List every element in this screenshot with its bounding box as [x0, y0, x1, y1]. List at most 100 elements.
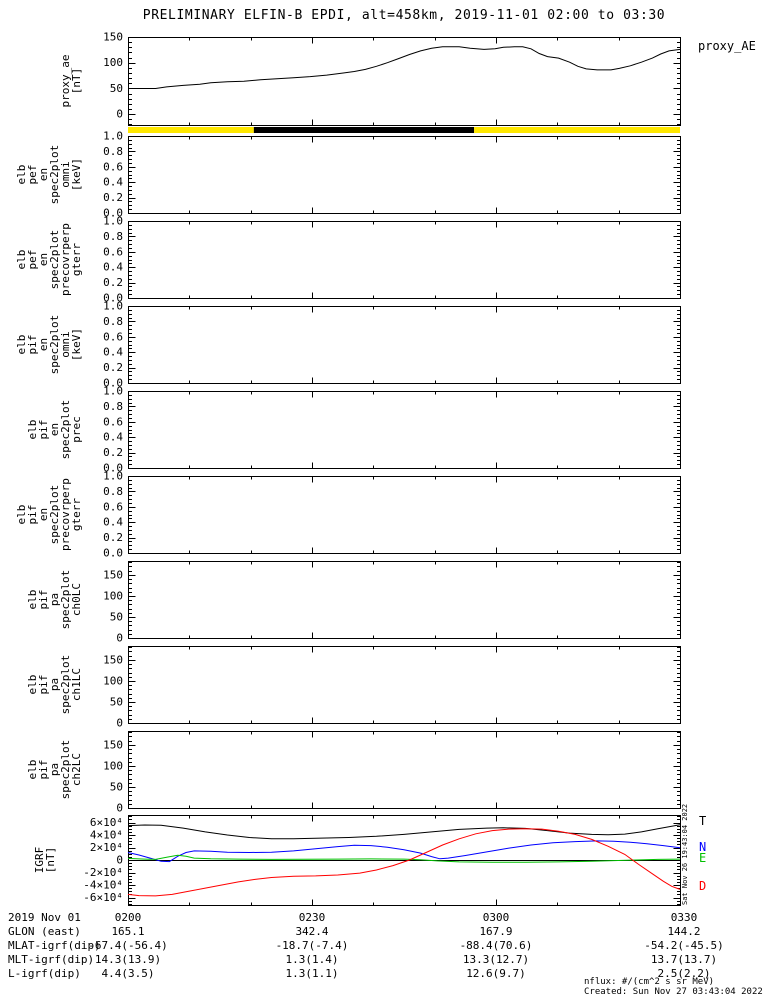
- svg-text:0.2: 0.2: [103, 446, 123, 459]
- svg-text:4×10⁴: 4×10⁴: [90, 829, 123, 842]
- panel-pif-en-precovrperp: 1.0 0.8 0.6 0.4 0.2 0.0 elbpifenspec2plotpreco…: [15, 470, 681, 560]
- glon-col4: 144.2: [667, 925, 701, 938]
- panel-label-line: en: [37, 168, 50, 181]
- svg-text:0.2: 0.2: [103, 361, 123, 374]
- panel-label-line: elb: [26, 590, 39, 610]
- svg-text:150: 150: [103, 31, 123, 44]
- panel-orbit-bar: [128, 127, 680, 133]
- svg-text:0.6: 0.6: [103, 245, 123, 258]
- panel-label-line: ch0LC: [70, 583, 83, 616]
- svg-text:0.6: 0.6: [103, 500, 123, 513]
- svg-text:0: 0: [116, 108, 123, 121]
- svg-text:1.0: 1.0: [103, 470, 123, 483]
- svg-text:1.0: 1.0: [103, 300, 123, 313]
- svg-text:0.0: 0.0: [103, 377, 123, 390]
- panel-label-line: elb: [15, 505, 28, 525]
- svg-text:0: 0: [116, 854, 123, 867]
- glon-col3: 167.9: [479, 925, 513, 938]
- svg-text:50: 50: [110, 610, 123, 623]
- svg-text:100: 100: [103, 589, 123, 602]
- svg-text:50: 50: [110, 695, 123, 708]
- legend-item-N: N: [699, 840, 707, 854]
- svg-text:0.2: 0.2: [103, 191, 123, 204]
- mlt-col1: 14.3(13.9): [94, 953, 162, 966]
- panel-label-line: precovrperp: [59, 223, 72, 296]
- svg-text:150: 150: [103, 653, 123, 666]
- panel-label-line: pef: [26, 250, 39, 270]
- time-tick-0300: 0300: [482, 911, 510, 924]
- svg-text:0.4: 0.4: [103, 176, 123, 189]
- panel-label-line: pif: [37, 760, 50, 780]
- legend-item-D: D: [699, 879, 707, 893]
- panel-label-line: precovrperp: [59, 478, 72, 551]
- panel-label-line: omni: [59, 331, 72, 358]
- panel-label-line: spec2plot: [48, 315, 61, 375]
- svg-text:50: 50: [110, 780, 123, 793]
- panel-label-line: en: [37, 253, 50, 266]
- svg-text:0.4: 0.4: [103, 516, 123, 529]
- panel-label-line: spec2plot: [59, 740, 72, 800]
- mlat-col1: -67.4(-56.4): [88, 939, 168, 952]
- glon-col2: 342.4: [295, 925, 329, 938]
- panel-label-line: ch1LC: [70, 668, 83, 701]
- mlt-col4: 13.7(13.7): [650, 953, 718, 966]
- row-label-glon: GLON (east): [8, 925, 81, 938]
- svg-text:0.0: 0.0: [103, 207, 123, 220]
- time-tick-0200: 0200: [114, 911, 142, 924]
- svg-text:0.2: 0.2: [103, 276, 123, 289]
- panel-label-line: pif: [26, 505, 39, 525]
- svg-text:0.8: 0.8: [103, 230, 123, 243]
- proxy-ae-right-label: proxy_AE: [698, 39, 756, 53]
- panel-label-line: elb: [15, 165, 28, 185]
- panel-label-line: spec2plot: [59, 655, 72, 715]
- svg-text:100: 100: [103, 674, 123, 687]
- panel-label-line: pa: [48, 678, 61, 691]
- nflux-units-note: nflux: #/(cm^2 s sr MeV): [584, 977, 715, 987]
- panel-pef-en-precovrperp: 1.0 0.8 0.6 0.4 0.2 0.0 elbpefenspec2plotpreco…: [15, 215, 681, 305]
- svg-text:0: 0: [116, 717, 123, 730]
- svg-text:0.4: 0.4: [103, 261, 123, 274]
- panel-label-line: omni: [59, 161, 72, 188]
- svg-text:50: 50: [110, 82, 123, 95]
- panel-label-line: spec2plot: [48, 145, 61, 205]
- panel-label-line: [nT]: [44, 847, 57, 874]
- panel-label-line: pa: [48, 763, 61, 776]
- panel-label-line: spec2plot: [48, 230, 61, 290]
- l-col2: 1.3(1.1): [285, 967, 339, 980]
- panel-label-line: pif: [37, 590, 50, 610]
- svg-text:0.6: 0.6: [103, 160, 123, 173]
- panel-label-line: en: [37, 338, 50, 351]
- svg-text:0.4: 0.4: [103, 346, 123, 359]
- svg-text:-4×10⁴: -4×10⁴: [83, 879, 123, 892]
- svg-text:-2×10⁴: -2×10⁴: [83, 866, 123, 879]
- svg-text:2×10⁴: 2×10⁴: [90, 841, 123, 854]
- svg-text:0.4: 0.4: [103, 431, 123, 444]
- panel-label-line: IGRF: [33, 847, 46, 874]
- panel-label-line: ch2LC: [70, 753, 83, 786]
- mlat-col4: -54.2(-45.5): [644, 939, 724, 952]
- row-label-mlat: MLAT-igrf(dip): [8, 939, 101, 952]
- panel-label-line: pif: [26, 335, 39, 355]
- l-col3: 12.6(9.7): [466, 967, 526, 980]
- panel-label-line: en: [37, 508, 50, 521]
- panel-label-line: en: [48, 423, 61, 436]
- l-col1: 4.4(3.5): [101, 967, 155, 980]
- svg-text:0.8: 0.8: [103, 315, 123, 328]
- panel-label-line: pif: [37, 675, 50, 695]
- svg-text:0.8: 0.8: [103, 485, 123, 498]
- series-T: [127, 824, 681, 840]
- panel-label-line: elb: [15, 335, 28, 355]
- series-E: [127, 854, 681, 863]
- legend-item-E: E: [699, 851, 707, 865]
- mlt-col3: 13.3(12.7): [462, 953, 530, 966]
- panel-label-line: gterr: [70, 498, 83, 531]
- row-label-mlt: MLT-igrf(dip): [8, 953, 95, 966]
- svg-text:150: 150: [103, 738, 123, 751]
- svg-text:6×10⁴: 6×10⁴: [90, 816, 123, 829]
